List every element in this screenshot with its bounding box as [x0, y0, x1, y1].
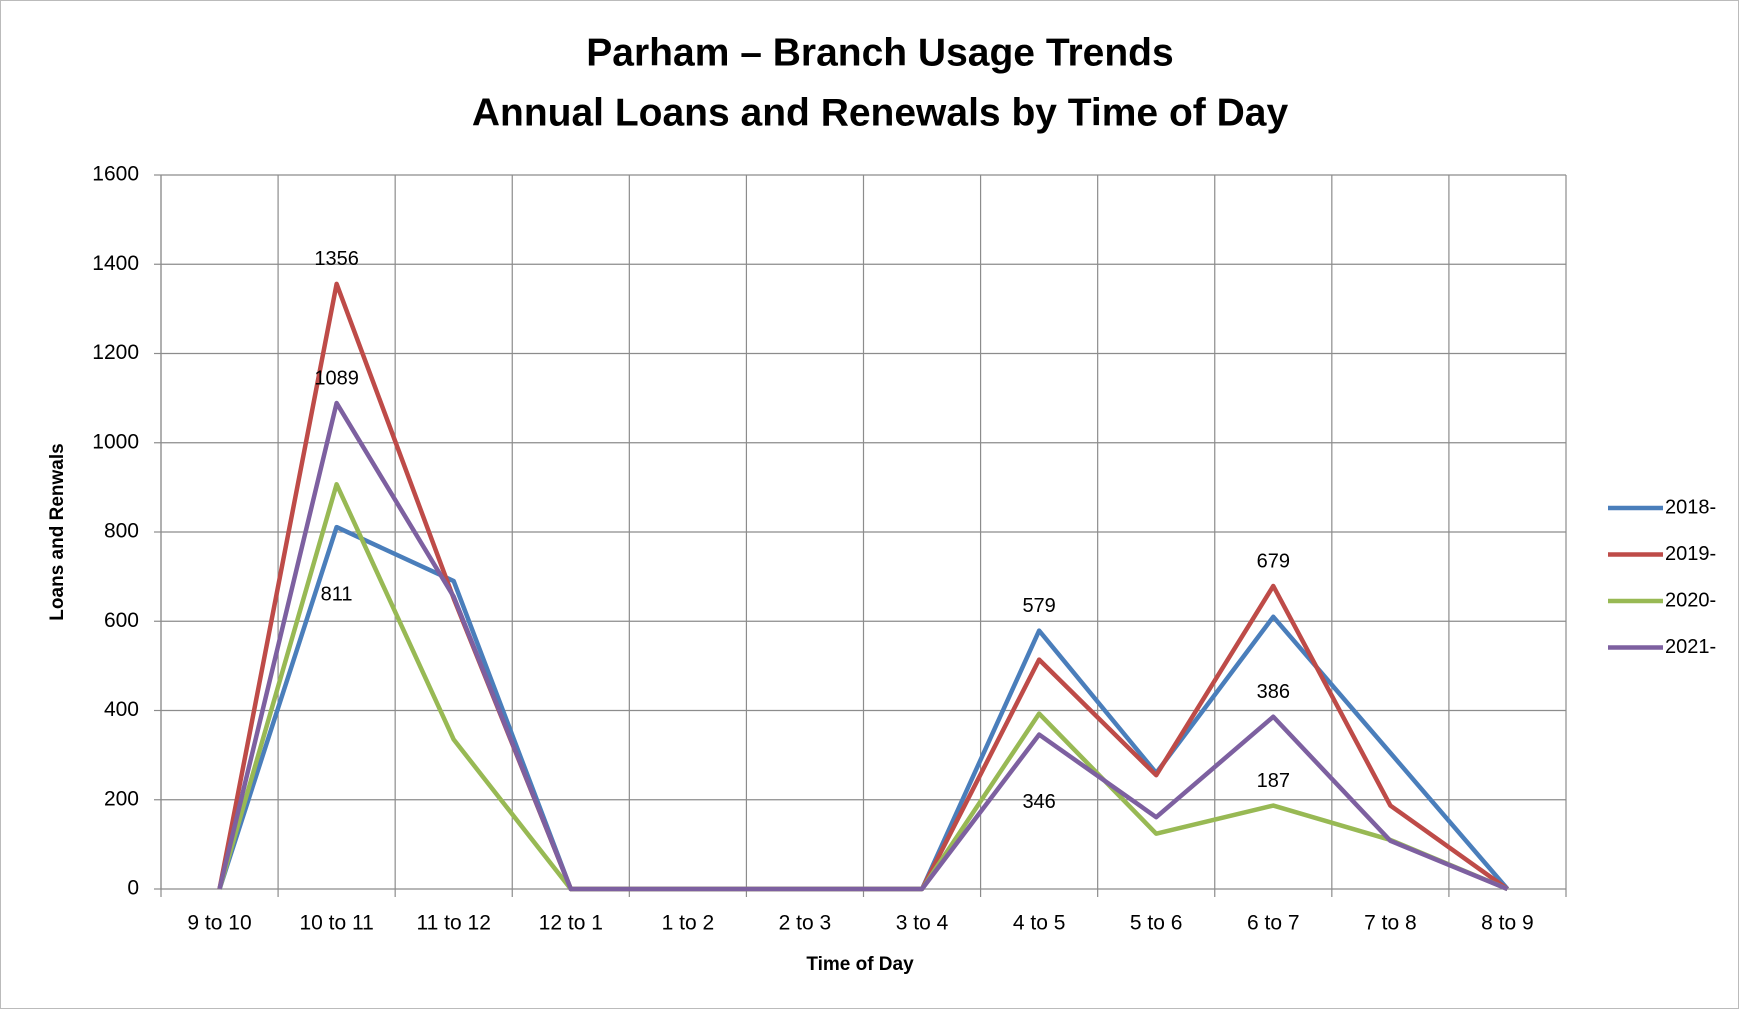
y-tick-label: 0: [127, 877, 139, 900]
x-tick-label: 2 to 3: [779, 912, 832, 935]
x-tick-label: 1 to 2: [662, 912, 715, 935]
chart-subtitle: Annual Loans and Renewals by Time of Day: [472, 91, 1289, 134]
data-label: 386: [1257, 681, 1290, 703]
legend-label: 2018-: [1665, 496, 1716, 518]
x-tick-label: 4 to 5: [1013, 912, 1066, 935]
x-tick-label: 12 to 1: [539, 912, 603, 935]
y-tick-label: 1200: [92, 341, 139, 364]
legend-label: 2020-: [1665, 589, 1716, 611]
x-tick-label: 6 to 7: [1247, 912, 1300, 935]
x-axis-title: Time of Day: [806, 954, 914, 975]
y-tick-label: 600: [104, 609, 139, 632]
data-label: 579: [1022, 595, 1055, 617]
x-tick-label: 7 to 8: [1364, 912, 1417, 935]
data-label: 346: [1022, 791, 1055, 813]
data-label: 187: [1257, 770, 1290, 792]
data-label: 1089: [314, 367, 359, 389]
y-tick-label: 1600: [92, 163, 139, 186]
data-label: 811: [321, 583, 353, 605]
legend-label: 2021-: [1665, 636, 1716, 658]
y-tick-label: 800: [104, 520, 139, 543]
x-tick-label: 11 to 12: [417, 912, 491, 935]
series-line: [217, 400, 1509, 892]
y-tick-label: 1000: [92, 430, 139, 453]
x-tick-label: 10 to 11: [299, 912, 373, 935]
data-label: 679: [1257, 550, 1290, 572]
chart-title: Parham – Branch Usage Trends: [586, 31, 1173, 74]
y-axis-title: Loans and Renwals: [47, 443, 68, 620]
y-tick-label: 1400: [92, 252, 139, 275]
legend-label: 2019-: [1665, 543, 1716, 565]
y-tick-label: 200: [104, 787, 139, 810]
data-label: 1356: [314, 248, 359, 270]
x-tick-label: 5 to 6: [1130, 912, 1183, 935]
x-tick-label: 3 to 4: [896, 912, 949, 935]
x-tick-label: 8 to 9: [1481, 912, 1534, 935]
x-tick-label: 9 to 10: [187, 912, 251, 935]
y-tick-label: 400: [104, 698, 139, 721]
